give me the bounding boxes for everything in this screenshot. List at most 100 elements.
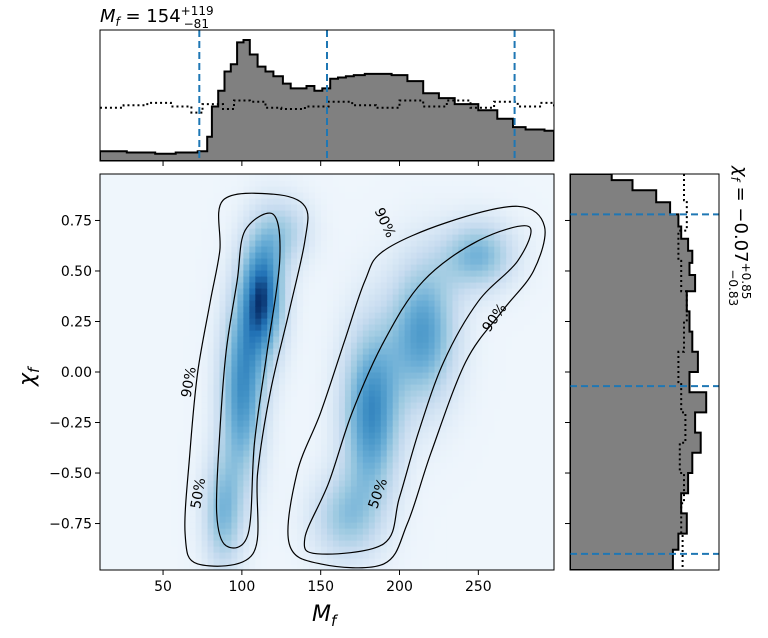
heatmap-cell (464, 438, 471, 445)
heatmap-cell (201, 366, 209, 373)
heatmap-cell (398, 396, 406, 403)
heatmap-cell (183, 552, 191, 559)
heatmap-cell (530, 378, 537, 385)
heatmap-cell (201, 516, 209, 523)
heatmap-cell (482, 486, 489, 493)
heatmap-cell (171, 348, 179, 355)
heatmap-cell (171, 192, 179, 199)
heatmap-cell (524, 468, 531, 475)
heatmap-cell (297, 558, 304, 565)
heatmap-cell (213, 552, 221, 559)
heatmap-cell (315, 336, 322, 343)
heatmap-cell (159, 498, 167, 505)
heatmap-cell (392, 252, 400, 259)
heatmap-cell (476, 408, 483, 415)
heatmap-cell (291, 504, 298, 511)
heatmap-cell (100, 462, 107, 469)
heatmap-cell (344, 426, 352, 433)
heatmap-cell (303, 318, 310, 325)
heatmap-cell (105, 402, 113, 409)
heatmap-cell (476, 276, 483, 283)
heatmap-cell (111, 540, 119, 547)
heatmap-cell (135, 306, 143, 313)
heatmap-cell (530, 312, 537, 319)
heatmap-cell (309, 186, 316, 193)
heatmap-cell (213, 330, 221, 337)
heatmap-cell (267, 258, 274, 265)
heatmap-cell (392, 246, 400, 253)
heatmap-cell (548, 522, 554, 529)
heatmap-cell (404, 258, 412, 265)
heatmap-cell (201, 420, 209, 427)
heatmap-cell (315, 324, 322, 331)
heatmap-cell (392, 306, 400, 313)
heatmap-cell (123, 240, 131, 247)
heatmap-cell (237, 330, 244, 337)
heatmap-cell (255, 486, 262, 493)
heatmap-cell (344, 210, 352, 217)
heatmap-cell (350, 288, 358, 295)
heatmap-cell (530, 522, 537, 529)
heatmap-cell (338, 246, 346, 253)
heatmap-cell (482, 402, 489, 409)
heatmap-cell (350, 372, 358, 379)
heatmap-cell (100, 276, 107, 283)
heatmap-cell (285, 348, 292, 355)
heatmap-cell (117, 234, 125, 241)
heatmap-cell (159, 504, 167, 511)
heatmap-cell (309, 258, 316, 265)
heatmap-cell (225, 510, 233, 517)
heatmap-cell (356, 540, 364, 547)
heatmap-cell (225, 198, 233, 205)
heatmap-cell (285, 216, 292, 223)
heatmap-cell (530, 252, 537, 259)
heatmap-cell (506, 282, 513, 289)
top-axes-frame (99, 29, 555, 162)
heatmap-cell (183, 264, 191, 271)
heatmap-cell (243, 498, 250, 505)
heatmap-cell (422, 324, 430, 331)
heatmap-cell (392, 528, 400, 535)
heatmap-cell (404, 336, 412, 343)
heatmap-cell (237, 180, 244, 187)
heatmap-cell (147, 282, 155, 289)
heatmap-cell (536, 270, 543, 277)
heatmap-cell (446, 504, 454, 511)
heatmap-cell (171, 426, 179, 433)
heatmap-cell (476, 372, 483, 379)
heatmap-cell (512, 186, 519, 193)
heatmap-cell (524, 516, 531, 523)
heatmap-cell (249, 294, 256, 301)
heatmap-cell (261, 174, 268, 181)
heatmap-cell (458, 216, 465, 223)
heatmap-cell (267, 528, 274, 535)
heatmap-cell (297, 384, 304, 391)
heatmap-cell (255, 294, 262, 301)
heatmap-cell (446, 342, 454, 349)
heatmap-cell (249, 504, 256, 511)
heatmap-cell (368, 270, 376, 277)
heatmap-cell (374, 192, 382, 199)
heatmap-cell (249, 498, 256, 505)
heatmap-cell (530, 486, 537, 493)
heatmap-cell (177, 258, 185, 265)
heatmap-cell (219, 300, 227, 307)
heatmap-cell (380, 294, 388, 301)
heatmap-cell (410, 402, 418, 409)
heatmap-cell (225, 174, 233, 181)
heatmap-cell (111, 204, 119, 211)
heatmap-cell (177, 324, 185, 331)
heatmap-cell (303, 204, 310, 211)
heatmap-cell (321, 282, 328, 289)
heatmap-cell (452, 528, 460, 535)
heatmap-cell (315, 534, 322, 541)
heatmap-cell (147, 528, 155, 535)
heatmap-cell (189, 486, 197, 493)
heatmap-cell (159, 222, 167, 229)
heatmap-cell (159, 216, 167, 223)
heatmap-cell (362, 372, 370, 379)
heatmap-cell (440, 354, 448, 361)
heatmap-cell (141, 426, 149, 433)
heatmap-cell (249, 456, 256, 463)
heatmap-cell (225, 498, 233, 505)
